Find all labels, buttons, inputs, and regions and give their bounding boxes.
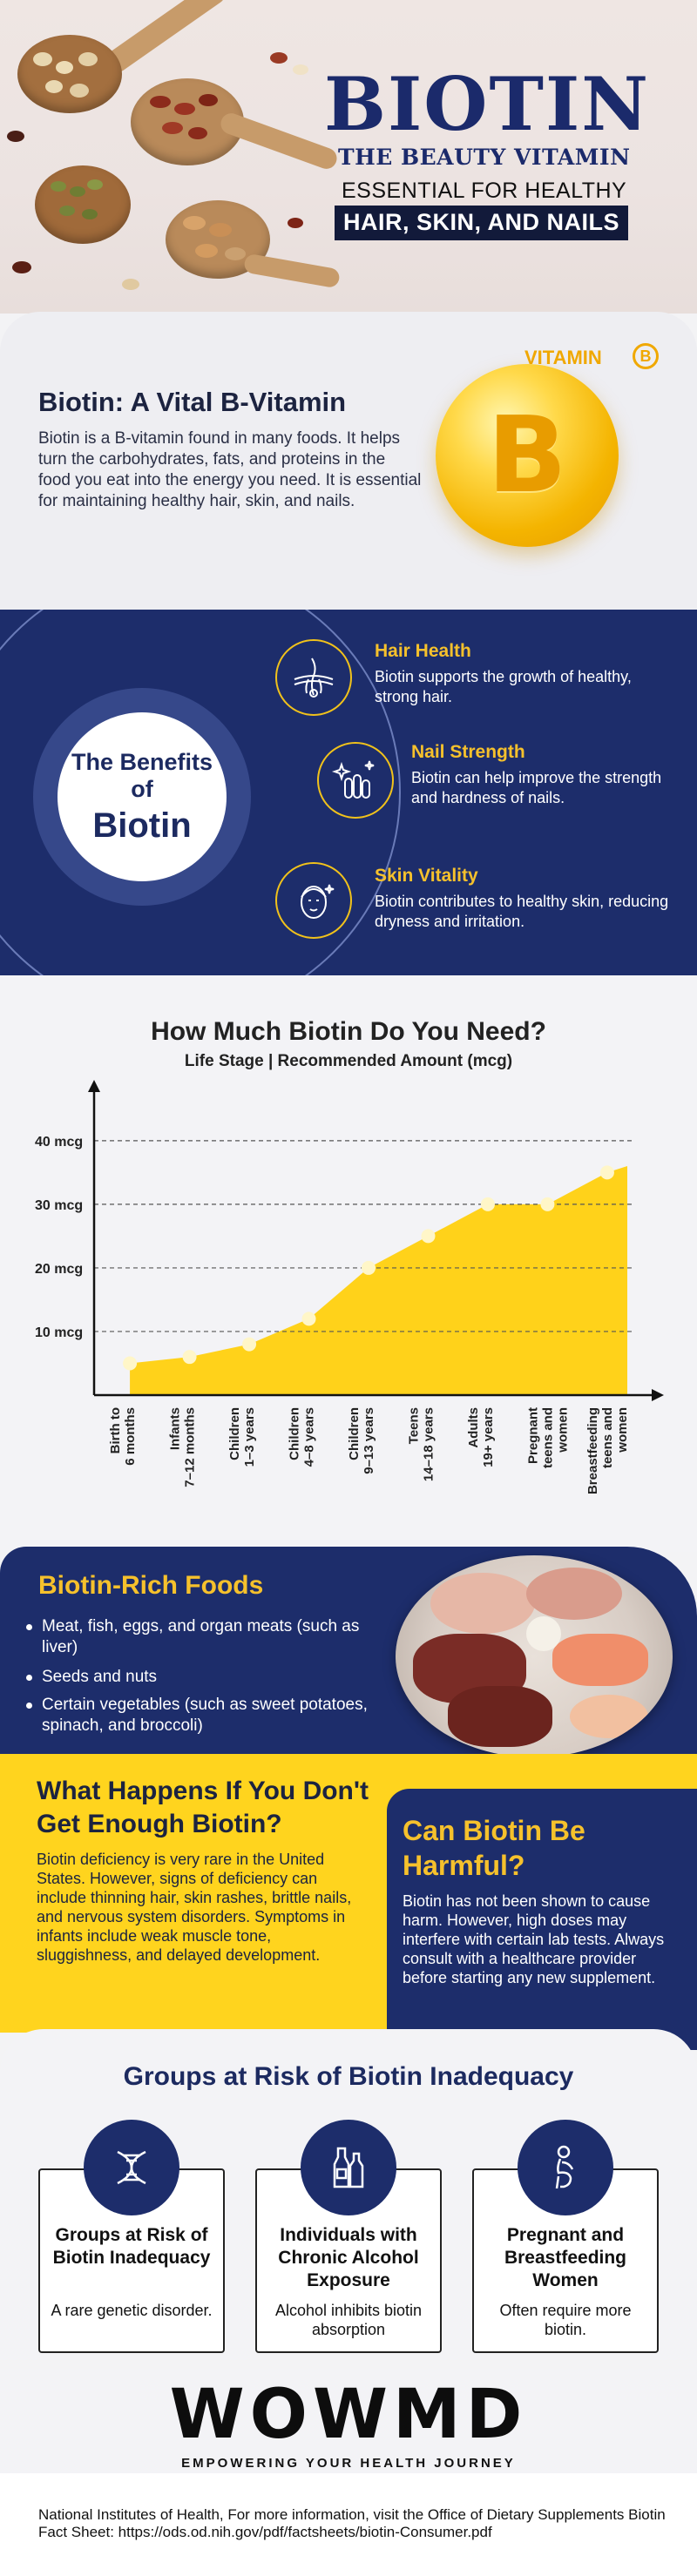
x-tick-label: Children — [288, 1407, 302, 1460]
intro-title: Biotin: A Vital B-Vitamin — [38, 387, 347, 417]
chart-section: How Much Biotin Do You Need? Life Stage … — [0, 975, 697, 1552]
chart-point — [362, 1260, 376, 1275]
x-tick-label: 14–18 years — [421, 1407, 436, 1481]
y-tick-label: 40 mcg — [35, 1135, 83, 1150]
biotin-area-chart: 10 mcg 20 mcg 30 mcg 40 mcg Birth to 6 months… — [35, 1080, 664, 1494]
decorative-arc — [0, 610, 401, 975]
food-photo — [396, 1555, 673, 1757]
intro-text: Biotin is a B-vitamin found in many food… — [38, 429, 422, 510]
logo-wordmark: WOWMD — [169, 2376, 528, 2454]
benefit-text-nail: Biotin can help improve the strength and… — [411, 769, 662, 806]
harmful-text: Biotin has not been shown to cause harm.… — [403, 1892, 665, 1986]
vitamin-b-ball-icon: B — [436, 364, 619, 547]
benefits-circle-line2: Biotin — [92, 806, 192, 845]
y-tick-label: 20 mcg — [35, 1262, 83, 1277]
group-card-text: Alcohol inhibits biotin absorption — [274, 2302, 423, 2338]
x-tick-label: Children — [227, 1407, 242, 1460]
chart-point — [421, 1229, 436, 1244]
x-tick-label: Children — [347, 1407, 362, 1460]
vitamin-ball-letter: B — [487, 394, 567, 516]
benefit-text-hair: Biotin supports the growth of healthy, s… — [375, 668, 632, 705]
group-card-text: Often require more biotin. — [499, 2302, 632, 2338]
hero-title: BIOTIN — [324, 61, 651, 147]
x-tick-label: 1–3 years — [242, 1407, 257, 1467]
x-tick-label: 6 months — [123, 1407, 138, 1466]
x-tick-label: women — [555, 1407, 570, 1453]
group-card-text: A rare genetic disorder. — [51, 2302, 213, 2319]
x-tick-label: teens and — [540, 1407, 555, 1468]
harmful-panel: Can Biotin Be Harmful? Biotin has not be… — [387, 1789, 697, 2050]
chart-subtitle: Life Stage | Recommended Amount (mcg) — [184, 1052, 513, 1070]
groups-section: Groups at Risk of Biotin Inadequacy Grou… — [0, 2029, 697, 2360]
y-tick-label: 30 mcg — [35, 1198, 83, 1213]
pregnant-woman-icon — [518, 2120, 613, 2215]
hero-banner: BIOTIN THE BEAUTY VITAMIN ESSENTIAL FOR … — [0, 0, 697, 314]
foods-section: Biotin-Rich Foods Meat, fish, eggs, and … — [0, 1547, 697, 1764]
logo-tagline: EMPOWERING YOUR HEALTH JOURNEY — [181, 2456, 516, 2471]
group-card-title: Individuals with Chronic Alcohol Exposur… — [278, 2225, 419, 2290]
groups-title: Groups at Risk of Biotin Inadequacy — [123, 2062, 574, 2091]
deficiency-title: What Happens If You Don't Get Enough Bio… — [37, 1777, 369, 1838]
bullet-icon — [26, 1624, 32, 1630]
food-item: Certain vegetables (such as sweet potato… — [26, 1695, 390, 1736]
group-card-title: Pregnant and Breastfeeding Women — [504, 2225, 627, 2290]
x-tick-label: 4–8 years — [302, 1407, 317, 1467]
benefit-title-hair: Hair Health — [375, 641, 471, 661]
chart-point — [242, 1337, 257, 1352]
hero-subtitle: THE BEAUTY VITAMIN — [338, 145, 631, 170]
face-skin-icon — [275, 862, 352, 939]
y-tick-label: 10 mcg — [35, 1325, 83, 1340]
group-card-genetic: Groups at Risk of Biotin Inadequacy A ra… — [38, 2168, 225, 2353]
x-tick-label: Adults — [466, 1407, 481, 1448]
deficiency-text: Biotin deficiency is very rare in the Un… — [37, 1851, 352, 1964]
chart-area — [130, 1166, 627, 1395]
brand-logo: WOWMD EMPOWERING YOUR HEALTH JOURNEY — [0, 2369, 697, 2473]
x-tick-label: Breastfeeding — [585, 1407, 600, 1494]
benefit-title-nail: Nail Strength — [411, 742, 525, 762]
dna-icon — [84, 2120, 179, 2215]
benefit-title-skin: Skin Vitality — [375, 866, 478, 886]
x-tick-label: Birth to — [108, 1407, 123, 1453]
foods-title: Biotin-Rich Foods — [38, 1571, 264, 1600]
intro-section: Biotin: A Vital B-Vitamin Biotin is a B-… — [0, 312, 697, 610]
x-tick-label: Teens — [406, 1407, 421, 1444]
benefit-text-skin: Biotin contributes to healthy skin, redu… — [375, 893, 669, 930]
vitamin-badge-letter: B — [633, 343, 659, 369]
chart-point — [301, 1312, 316, 1326]
x-tick-label: 9–13 years — [362, 1407, 376, 1474]
x-tick-label: 7–12 months — [183, 1407, 198, 1487]
food-item: Meat, fish, eggs, and organ meats (such … — [26, 1616, 390, 1658]
bottles-icon — [301, 2120, 396, 2215]
chart-point — [480, 1197, 495, 1211]
deficiency-section: What Happens If You Don't Get Enough Bio… — [0, 1754, 697, 2050]
chart-title: How Much Biotin Do You Need? — [151, 1017, 546, 1046]
footer: National Institutes of Health, For more … — [0, 2473, 697, 2576]
bullet-icon — [26, 1675, 32, 1681]
x-tick-label: Infants — [168, 1407, 183, 1450]
x-tick-label: 19+ years — [481, 1407, 496, 1467]
footer-source-text: National Institutes of Health, For more … — [38, 2506, 666, 2540]
y-axis-arrow — [88, 1080, 100, 1092]
chart-point — [540, 1197, 555, 1211]
x-tick-label: Pregnant — [525, 1407, 540, 1464]
x-tick-label: teens and — [600, 1407, 615, 1468]
hero-tagline: ESSENTIAL FOR HEALTHY — [342, 179, 627, 203]
benefits-circle-line1: The Benefits of — [71, 748, 213, 802]
food-item: Seeds and nuts — [26, 1667, 390, 1688]
chart-point — [182, 1350, 197, 1365]
group-card-title: Groups at Risk of Biotin Inadequacy — [52, 2225, 211, 2268]
hair-follicle-icon — [275, 639, 352, 716]
x-axis-arrow — [652, 1389, 664, 1401]
chart-point — [599, 1165, 614, 1180]
chart-point — [123, 1356, 138, 1371]
x-tick-label: women — [615, 1407, 630, 1453]
benefits-circle: The Benefits of Biotin — [58, 712, 227, 881]
nails-sparkle-icon — [317, 742, 394, 819]
hero-tagline-highlight: HAIR, SKIN, AND NAILS — [335, 206, 629, 240]
bullet-icon — [26, 1703, 32, 1709]
harmful-title: Can Biotin Be Harmful? — [403, 1815, 585, 1881]
benefits-section: The Benefits of Biotin Hair Health Bioti… — [0, 610, 697, 975]
